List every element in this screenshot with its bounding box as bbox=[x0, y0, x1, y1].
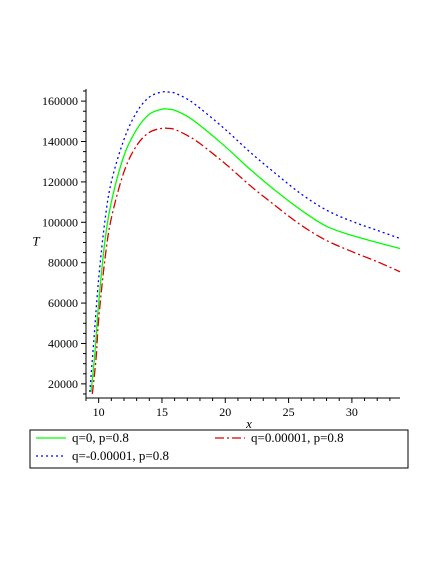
y-tick-label: 100000 bbox=[42, 215, 78, 229]
legend-label-2: q=0.00001, p=0.8 bbox=[251, 430, 344, 445]
y-tick-label: 160000 bbox=[42, 94, 78, 108]
y-tick-label: 60000 bbox=[48, 296, 78, 310]
x-tick-label: 15 bbox=[156, 405, 168, 419]
y-axis-label: T bbox=[32, 234, 40, 249]
y-tick-label: 140000 bbox=[42, 135, 78, 149]
x-tick-label: 10 bbox=[93, 405, 105, 419]
y-tick-label: 20000 bbox=[48, 377, 78, 391]
y-tick-label: 80000 bbox=[48, 256, 78, 270]
x-axis-label: x bbox=[245, 416, 252, 431]
y-ticks: 20000 40000 60000 80000 100000 120000 140000 16… bbox=[42, 90, 86, 395]
series-line-3 bbox=[89, 90, 401, 392]
legend-label-3: q=-0.00001, p=0.8 bbox=[72, 448, 169, 463]
legend-items: q=0, p=0.8 q=0.00001, p=0.8 q=-0.00001, p=… bbox=[36, 430, 344, 463]
y-tick-label: 40000 bbox=[48, 336, 78, 350]
legend: q=0, p=0.8 q=0.00001, p=0.8 q=-0.00001, p=… bbox=[29, 429, 409, 469]
plot-area: 10 15 20 25 30 20000 40000 60000 80000 100000 120… bbox=[42, 89, 401, 419]
x-tick-label: 25 bbox=[283, 405, 295, 419]
series-lines bbox=[89, 90, 401, 395]
x-ticks: 10 15 20 25 30 bbox=[85, 398, 391, 419]
series-line-1 bbox=[90, 108, 401, 393]
y-tick-label: 120000 bbox=[42, 175, 78, 189]
legend-box bbox=[29, 429, 409, 469]
x-tick-label: 30 bbox=[346, 405, 358, 419]
legend-label-1: q=0, p=0.8 bbox=[72, 430, 129, 445]
series-line-2 bbox=[91, 127, 401, 395]
x-tick-label: 20 bbox=[219, 405, 231, 419]
